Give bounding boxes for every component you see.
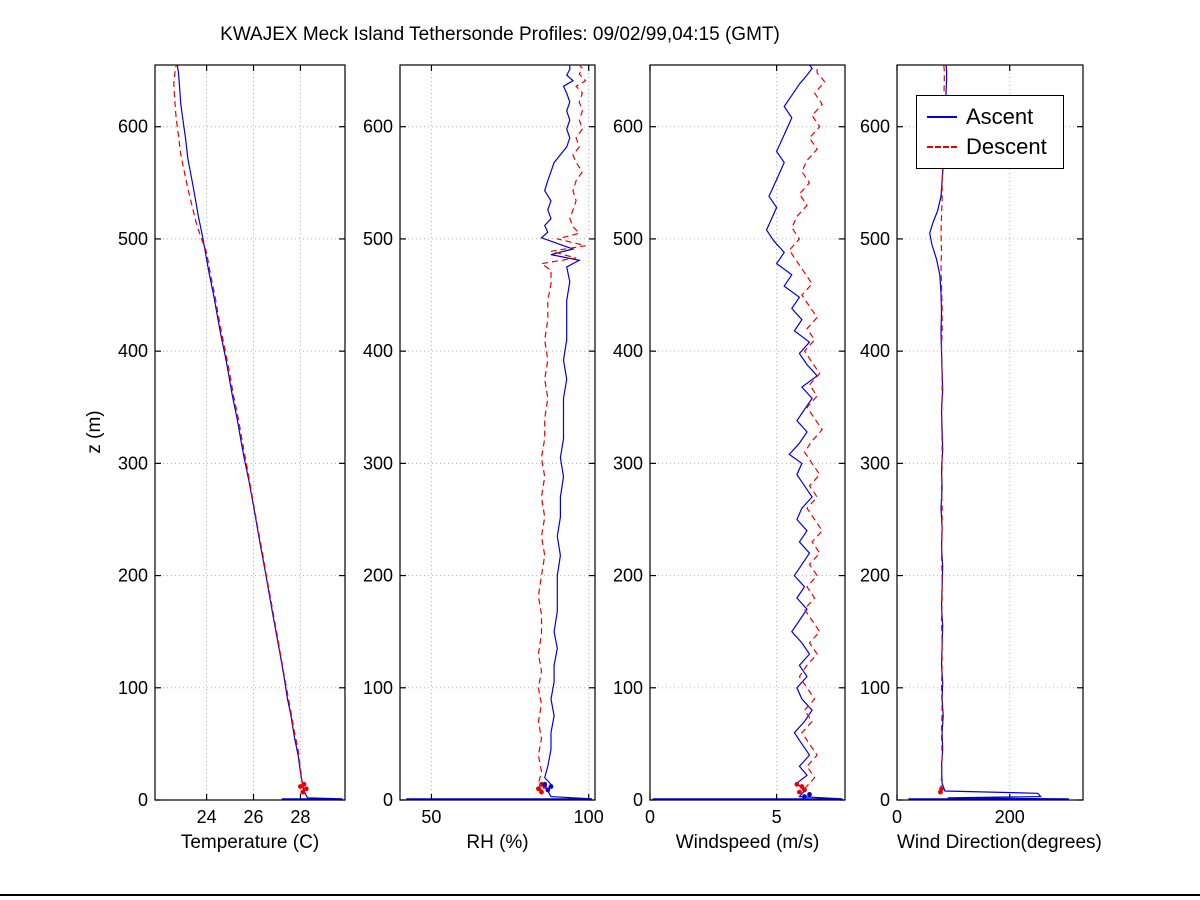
y-tick-label: 500 [118, 229, 148, 249]
y-tick-label: 500 [860, 229, 890, 249]
series-descent-line [788, 65, 826, 790]
legend: Ascent Descent [916, 95, 1064, 169]
surface-marker [802, 794, 807, 799]
series-descent-line [173, 64, 305, 795]
figure-title: KWAJEX Meck Island Tethersonde Profiles:… [220, 24, 780, 45]
descent-line-sample [927, 146, 957, 148]
axes-frame [896, 64, 1084, 801]
surface-marker [536, 786, 541, 792]
x-tick-label: 5 [772, 807, 782, 827]
axes-frame [649, 64, 846, 801]
legend-label-descent: Descent [966, 134, 1047, 159]
y-tick-label: 100 [363, 678, 393, 698]
surface-marker [303, 786, 309, 792]
y-tick-label: 400 [613, 341, 643, 361]
y-tick-label: 400 [860, 341, 890, 361]
x-axis-label-temperature: Temperature (C) [180, 832, 320, 853]
y-tick-label: 600 [860, 117, 890, 137]
legend-label-ascent: Ascent [966, 104, 1034, 129]
surface-marker [301, 781, 307, 787]
subplot-temperature-c: 24 26 28 0 100 200 300 400 500 600 [118, 64, 346, 827]
y-tick-label: 200 [613, 566, 643, 586]
y-tick-label: 0 [138, 790, 148, 810]
x-tick-label: 200 [995, 807, 1025, 827]
y-tick-label: 500 [613, 229, 643, 249]
y-tick-label: 0 [633, 790, 643, 810]
y-tick-label: 600 [118, 117, 148, 137]
x-tick-label: 24 [197, 807, 217, 827]
surface-marker [539, 789, 544, 795]
x-tick-label: 0 [892, 807, 902, 827]
y-tick-label: 600 [363, 117, 393, 137]
y-axis-label: z (m) [84, 410, 105, 454]
legend-entry-ascent: Ascent [927, 102, 1053, 132]
surface-marker [545, 787, 551, 793]
surface-marker [794, 781, 800, 787]
surface-marker [548, 784, 554, 789]
y-tick-label: 300 [860, 453, 890, 473]
axes-frame [154, 64, 346, 801]
subplot-wind-direction-degrees: 0 200 0 100 200 300 400 500 600 [860, 64, 1084, 827]
y-tick-label: 500 [363, 229, 393, 249]
y-tick-label: 100 [118, 678, 148, 698]
subplot-rh: 50 100 0 100 200 300 400 500 600 [363, 64, 604, 827]
y-tick-label: 0 [880, 790, 890, 810]
series-ascent-line [652, 64, 843, 800]
y-tick-label: 100 [860, 678, 890, 698]
surface-marker [939, 786, 944, 792]
series-ascent-line [176, 64, 343, 800]
surface-marker [799, 784, 805, 789]
x-tick-label: 100 [574, 807, 604, 827]
y-tick-label: 600 [613, 117, 643, 137]
x-axis-label-windspeed: Windspeed (m/s) [675, 832, 820, 853]
y-tick-label: 200 [118, 566, 148, 586]
x-axis-label-wind-direction: Wind Direction(degrees) [897, 832, 1102, 853]
surface-marker [298, 784, 303, 789]
series-ascent-line [908, 64, 1069, 800]
surface-marker [797, 789, 802, 795]
ascent-line-sample [927, 116, 957, 118]
surface-marker [542, 781, 548, 787]
x-tick-label: 28 [290, 807, 310, 827]
y-tick-label: 100 [613, 678, 643, 698]
series-descent-line [537, 64, 587, 792]
surface-marker [300, 789, 306, 795]
x-tick-label: 0 [645, 807, 655, 827]
legend-entry-descent: Descent [927, 132, 1053, 162]
y-tick-label: 300 [613, 453, 643, 473]
y-tick-label: 0 [383, 790, 393, 810]
surface-marker [807, 792, 812, 797]
x-tick-label: 50 [421, 807, 441, 827]
y-tick-label: 200 [363, 566, 393, 586]
surface-marker [802, 787, 807, 793]
x-tick-label: 26 [244, 807, 264, 827]
y-tick-label: 400 [363, 341, 393, 361]
series-ascent-line [406, 65, 592, 800]
axes-frame [399, 64, 596, 801]
x-axis-label-rh: RH (%) [466, 832, 529, 853]
y-tick-label: 200 [860, 566, 890, 586]
y-tick-label: 300 [363, 453, 393, 473]
window-bottom-edge [0, 894, 1200, 896]
y-tick-label: 400 [118, 341, 148, 361]
y-tick-label: 300 [118, 453, 148, 473]
